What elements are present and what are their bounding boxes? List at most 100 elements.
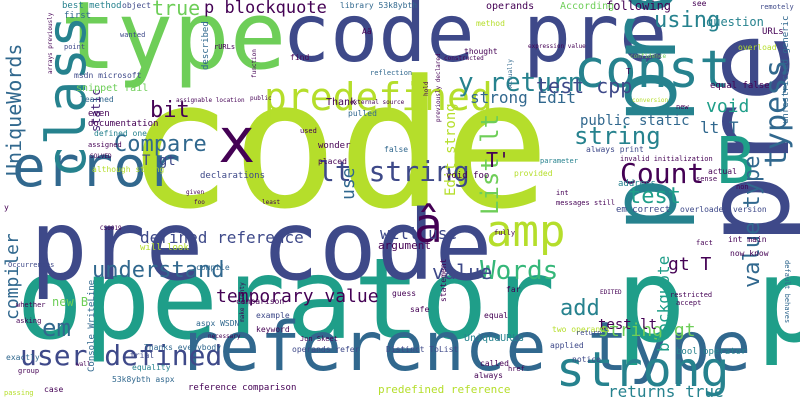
word-always-print: always print — [586, 145, 644, 154]
word-em-correct: em correct — [616, 205, 671, 215]
word-called: called — [480, 359, 509, 368]
word-strong: strong — [556, 342, 730, 398]
word-Aa: Aã — [362, 27, 372, 36]
word-T-gt: T gt — [142, 153, 176, 169]
word-Actually: Actually — [507, 59, 514, 88]
word-blockquote: blockquote — [654, 255, 673, 352]
word-new-B: new B — [52, 295, 89, 309]
word-default-behaves: default behaves — [783, 260, 791, 324]
word-gt-T: gt T — [668, 254, 712, 275]
word-safe: safe — [410, 305, 430, 314]
word-compile: compile — [196, 263, 230, 272]
word-53k8ybth-aspx: 53k8ybth aspx — [112, 375, 175, 384]
word-notice: notice — [572, 355, 601, 364]
word-wanted: wanted — [120, 31, 146, 39]
word-wonder: wonder — [318, 141, 351, 151]
word-question: question — [706, 15, 764, 29]
word-operands: operands — [486, 1, 535, 12]
word-guess: guess — [392, 289, 417, 298]
word-em: em — [42, 314, 71, 342]
word-provided: provided — [514, 169, 553, 178]
word-string-gt: string gt — [598, 320, 696, 341]
word-parameter: parameter — [540, 157, 578, 165]
word-assigned: assigned — [88, 141, 122, 149]
word-UniqueURLs: UniqueURLs — [464, 333, 525, 344]
word-pre-code-large: pre code — [30, 190, 493, 302]
word-Count: Count — [620, 157, 705, 190]
word-true: true — [152, 0, 201, 20]
word-x: x — [218, 104, 256, 177]
word-rURLs: rURLs — [214, 43, 236, 51]
word-T-prime: T' — [486, 148, 511, 172]
word-remotely: remotely — [760, 3, 794, 11]
word-first: first — [64, 11, 92, 21]
word-reference-type: reference type — [178, 308, 752, 387]
word-object: object — [122, 1, 151, 10]
word-necessary: necessary — [208, 333, 241, 340]
word-Edit-strong: Edit strong — [443, 103, 459, 196]
word-external-source: external source — [350, 99, 405, 106]
word-group: group — [18, 367, 40, 375]
word-non: non — [736, 183, 749, 191]
word-snippet-fail: snippet fail — [76, 83, 149, 94]
word-make-plenty: make plenty — [239, 282, 246, 322]
word-best-method: best method — [62, 1, 122, 11]
word-temporary-value: temporary value — [216, 286, 379, 307]
word-public-static: public static — [580, 113, 690, 129]
word-UniqueWords: UniqueWords — [2, 43, 26, 176]
word-equal: equal — [484, 311, 509, 320]
word-add: add — [560, 296, 600, 321]
word-placed: placed — [318, 157, 347, 166]
word-y-return: y return — [458, 68, 584, 98]
word-thought: thought — [464, 47, 498, 56]
word-Thanks-everybody: Thanks everybody — [144, 343, 222, 352]
word-type: type — [60, 0, 287, 91]
word-operator: operator — [16, 235, 556, 365]
word-equal-false: equal false — [710, 81, 770, 91]
word-reflection: reflection — [370, 69, 413, 77]
word-invalid-initialization: invalid initialization — [620, 155, 713, 163]
word-used: used — [300, 127, 317, 135]
word-overloaded-version: overloaded version — [680, 205, 767, 214]
word-will-use: will use — [380, 224, 458, 243]
word-void-foo: void foo — [446, 171, 490, 181]
word-hold: hold — [423, 81, 430, 96]
word-actual: actual — [708, 167, 737, 176]
word-Words: Words — [480, 256, 559, 286]
word-see: see — [692, 0, 707, 8]
word-return: return — [576, 329, 602, 337]
word-amp: amp — [486, 206, 566, 257]
word-restricted: restricted — [670, 291, 713, 299]
word-value: value — [432, 260, 493, 284]
word-far: far — [506, 285, 521, 294]
word-Occurrences: Occurrences — [8, 261, 55, 269]
word-foo: foo — [194, 199, 205, 206]
word-understand: understand — [92, 258, 225, 283]
word-previously-declared: previously declared — [435, 53, 442, 122]
word-href: href — [508, 365, 525, 373]
word-new: new — [676, 103, 689, 111]
word-passing: passing — [4, 389, 34, 397]
word-bit: bit — [150, 98, 190, 123]
word-predefined: predefined — [264, 75, 493, 119]
word-fact: fact — [696, 239, 713, 247]
word-accept: accept — [676, 299, 702, 307]
word-declarations: declarations — [200, 171, 266, 181]
word-Thank: Thank — [326, 97, 357, 108]
word-case: case — [44, 385, 64, 394]
word-find: find — [290, 53, 310, 62]
word-library: library 53k8ybth — [340, 1, 418, 10]
word-int: int — [556, 189, 569, 197]
word-overload: overload — [738, 43, 777, 52]
word-code: code — [126, 43, 550, 248]
word-Compare: Compare — [114, 132, 207, 157]
word-bool-operator: bool operator — [676, 347, 747, 357]
word-although-strong: although strong — [92, 165, 165, 174]
word-comparison: comparison — [236, 297, 285, 306]
word-int-main: int main — [728, 235, 767, 244]
word-using: using — [654, 8, 721, 33]
word-Console-WriteLine: Console WriteLine — [87, 279, 97, 372]
word-B: B — [716, 125, 755, 199]
word-function: function — [251, 49, 258, 78]
